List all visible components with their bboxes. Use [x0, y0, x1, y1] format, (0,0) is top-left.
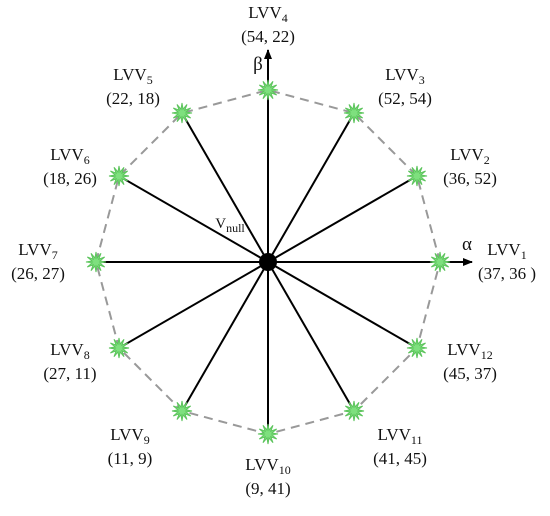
- node-star: [108, 165, 130, 187]
- node-label: LVV9: [110, 425, 149, 447]
- node-star: [429, 251, 451, 273]
- spoke: [181, 112, 269, 263]
- node-coords: (54, 22): [241, 27, 295, 46]
- node-label-sub: 6: [84, 153, 90, 167]
- center-label: Vnull: [215, 216, 245, 235]
- node-star: [257, 423, 279, 445]
- node-label-sub: 3: [419, 73, 425, 87]
- nodes: LVV1(37, 36 )LVV2(36, 52)LVV3(52, 54)LVV…: [11, 3, 536, 498]
- node-label-sub: 1: [521, 248, 527, 262]
- node-coords: (45, 37): [443, 364, 497, 383]
- spokes: [118, 112, 418, 412]
- node-label-sub: 12: [481, 348, 493, 362]
- node-label-main: LVV: [110, 425, 144, 444]
- node-label-sub: 9: [144, 433, 150, 447]
- node-label: LVV10: [245, 455, 290, 477]
- node-label-sub: 2: [484, 153, 490, 167]
- alpha-label: α: [462, 234, 472, 255]
- node-star: [171, 400, 193, 422]
- node-label: LVV6: [50, 145, 89, 167]
- node-label: LVV8: [50, 340, 89, 362]
- node-label-main: LVV: [447, 340, 481, 359]
- node-coords: (18, 26): [43, 169, 97, 188]
- beta-label: β: [253, 54, 263, 75]
- node-coords: (22, 18): [106, 89, 160, 108]
- spoke: [118, 261, 269, 349]
- node-label-sub: 8: [84, 348, 90, 362]
- node-coords: (27, 11): [43, 364, 96, 383]
- node-label-main: LVV: [487, 240, 521, 259]
- node-coords: (11, 9): [108, 449, 153, 468]
- node-star: [343, 102, 365, 124]
- node-label-main: LVV: [245, 455, 279, 474]
- node-label: LVV2: [450, 145, 489, 167]
- spoke: [118, 175, 269, 263]
- spoke: [267, 112, 355, 263]
- node-coords: (41, 45): [373, 449, 427, 468]
- node-star: [406, 165, 428, 187]
- node-coords: (36, 52): [443, 169, 497, 188]
- node-coords: (37, 36 ): [478, 264, 536, 283]
- node-label-sub: 11: [411, 433, 423, 447]
- node-coords: (9, 41): [245, 479, 290, 498]
- node-label: LVV11: [378, 425, 423, 447]
- node-label-main: LVV: [385, 65, 419, 84]
- node-star: [257, 79, 279, 101]
- node-star: [85, 251, 107, 273]
- node-star: [108, 337, 130, 359]
- node-label-main: LVV: [18, 240, 52, 259]
- spoke: [267, 175, 418, 263]
- node-star: [406, 337, 428, 359]
- node-label-main: LVV: [50, 340, 84, 359]
- node-label: LVV12: [447, 340, 492, 362]
- node-label: LVV7: [18, 240, 57, 262]
- spoke: [181, 261, 269, 412]
- node-label-sub: 10: [279, 463, 291, 477]
- node-label-sub: 4: [282, 11, 288, 25]
- center-label-main: V: [215, 216, 226, 232]
- node-star: [343, 400, 365, 422]
- node-label: LVV5: [113, 65, 152, 87]
- node-label: LVV4: [248, 3, 287, 25]
- spoke: [267, 261, 418, 349]
- node-star: [171, 102, 193, 124]
- node-coords: (26, 27): [11, 264, 65, 283]
- node-label-sub: 5: [147, 73, 153, 87]
- spoke: [267, 261, 355, 412]
- node-label-sub: 7: [52, 248, 58, 262]
- node-label-main: LVV: [248, 3, 282, 22]
- node-label: LVV3: [385, 65, 424, 87]
- node-label-main: LVV: [378, 425, 412, 444]
- node-label: LVV1: [487, 240, 526, 262]
- center-label-sub: null: [226, 221, 245, 235]
- node-coords: (52, 54): [378, 89, 432, 108]
- center-point: [259, 253, 277, 271]
- node-label-main: LVV: [113, 65, 147, 84]
- node-label-main: LVV: [50, 145, 84, 164]
- node-label-main: LVV: [450, 145, 484, 164]
